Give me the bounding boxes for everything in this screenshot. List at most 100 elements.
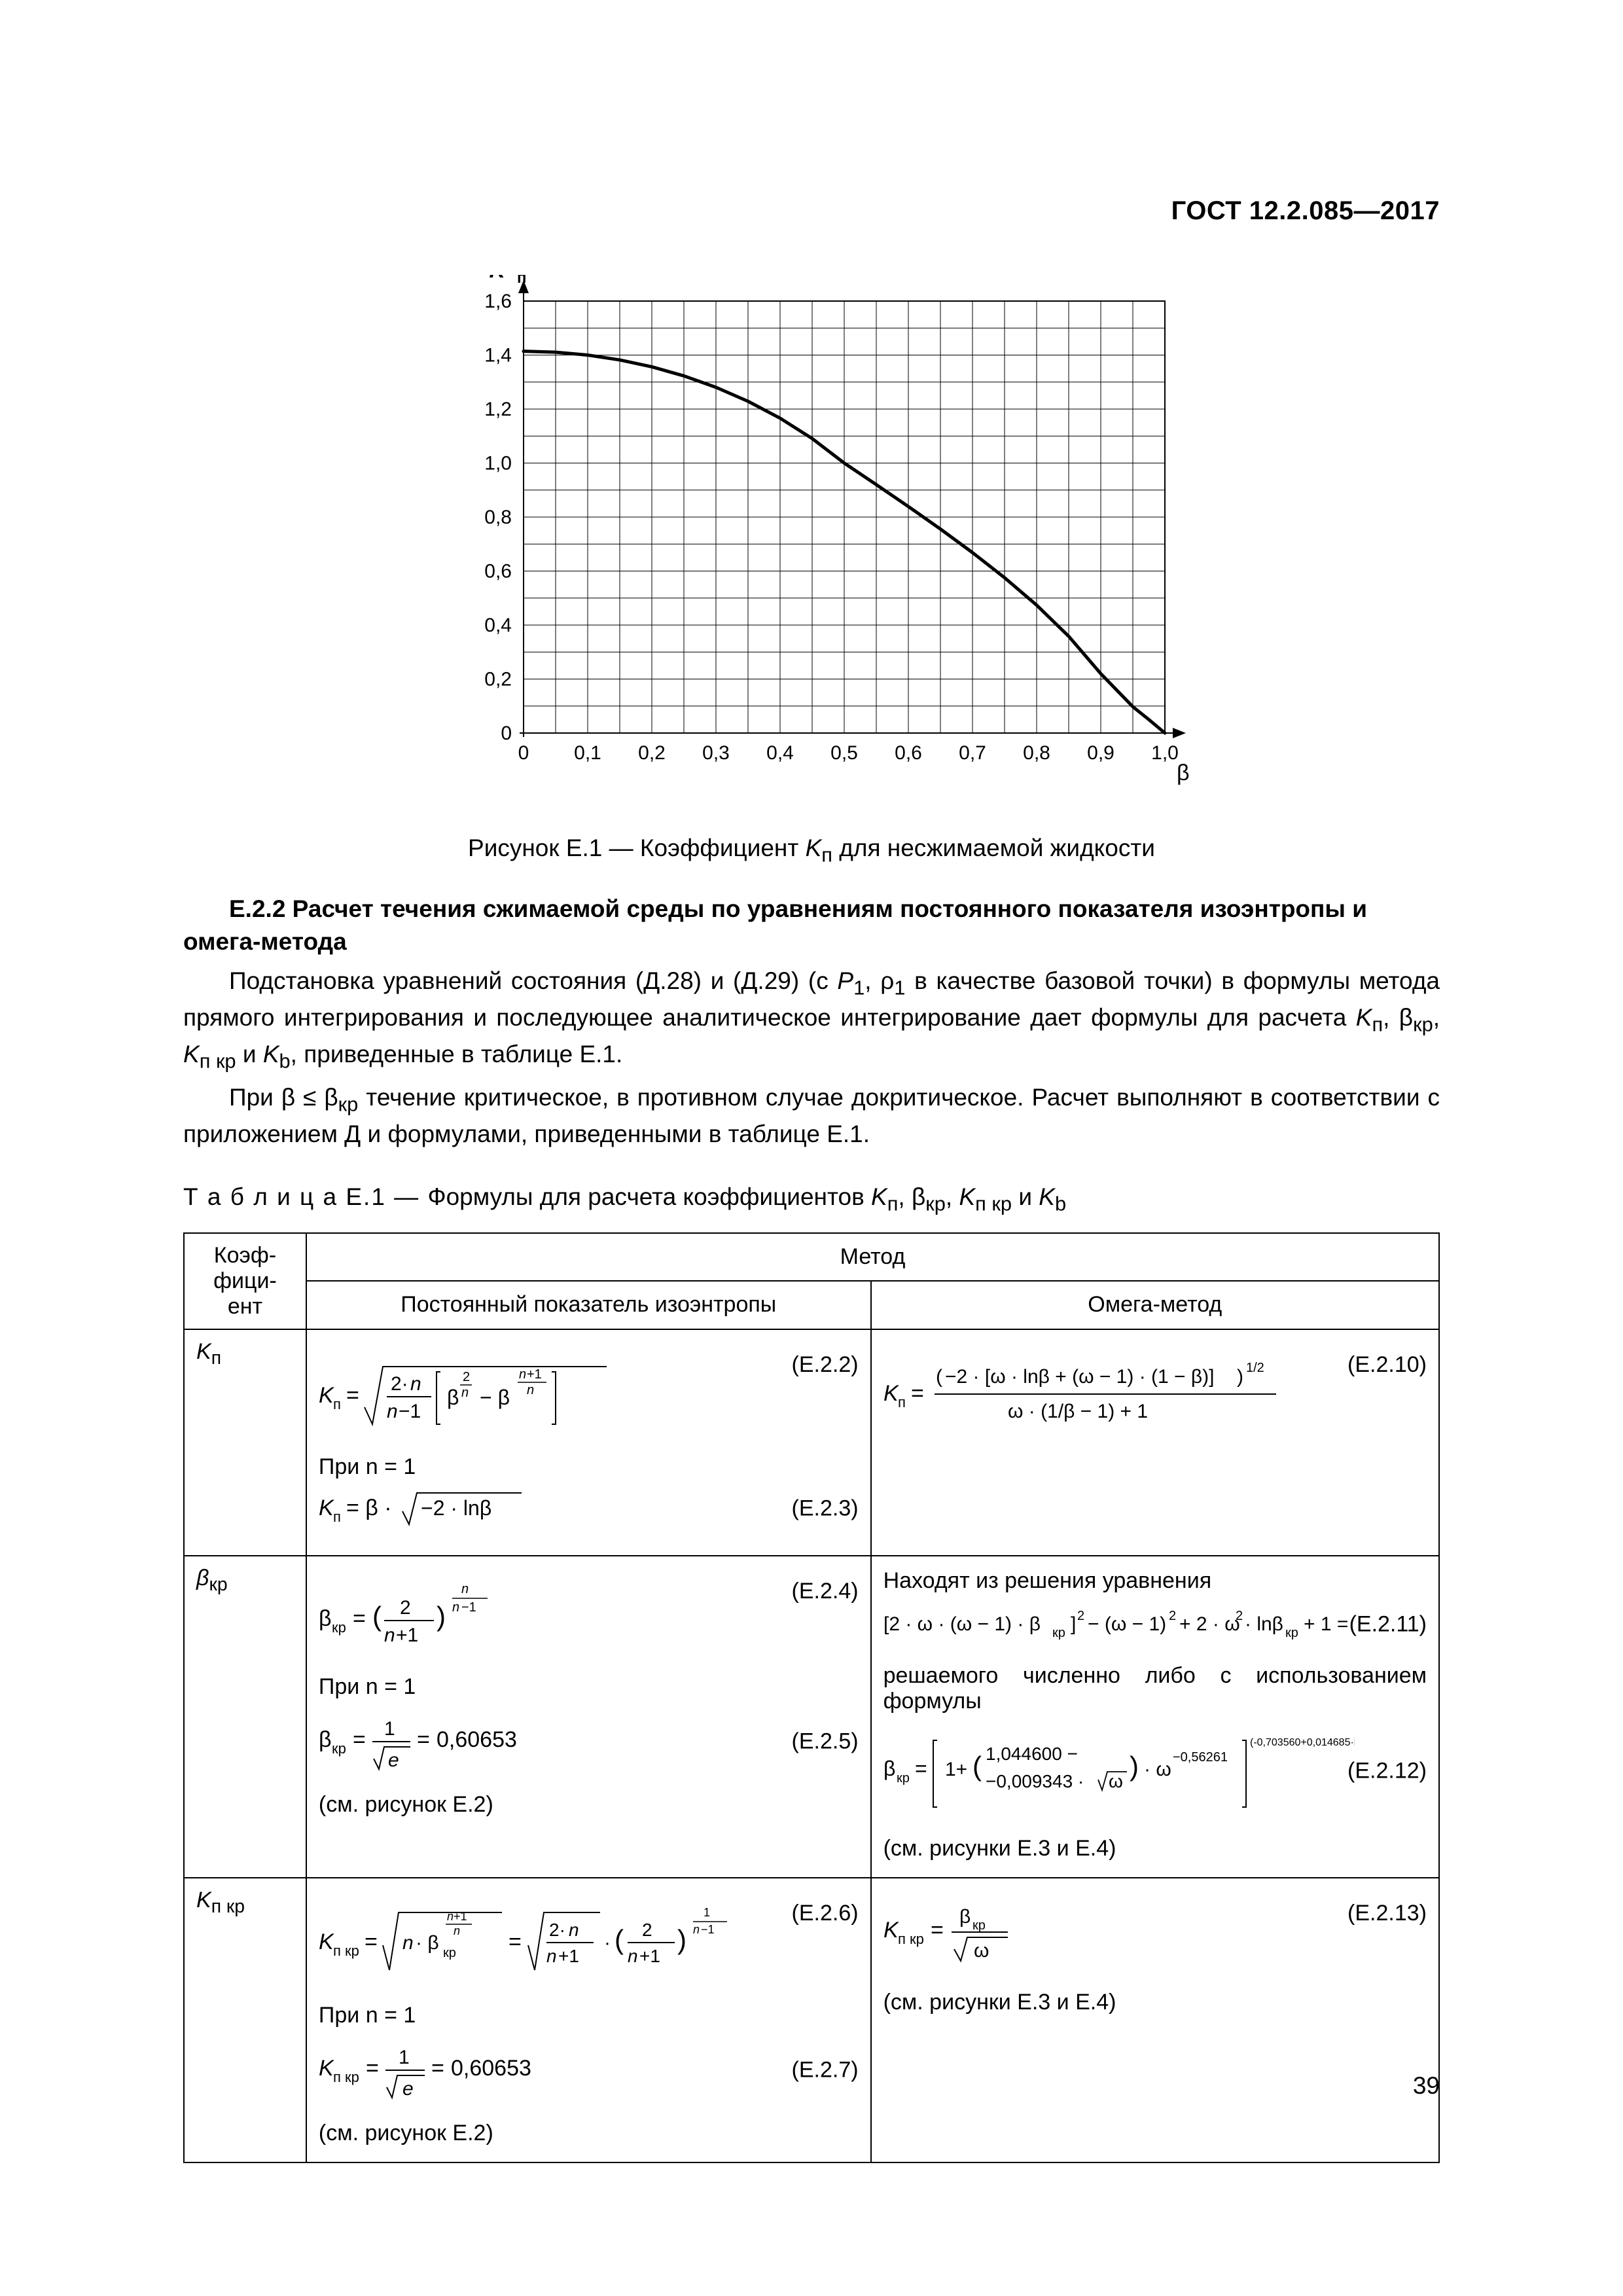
svg-text:−1: −1 [461,1600,476,1615]
svg-text:=: = [353,1727,366,1752]
svg-text:п кр: п кр [898,1931,924,1947]
svg-text:−1: −1 [701,1923,715,1936]
svg-text:n: n [693,1923,700,1936]
svg-text:=: = [915,1757,927,1780]
svg-text:−0,009343 ·: −0,009343 · [986,1771,1084,1791]
svg-text:0,60653: 0,60653 [451,2056,531,2081]
svg-text:кр: кр [1052,1626,1065,1640]
see-e2: (см. рисунок Е.2) [319,1792,859,1818]
svg-text:n: n [454,1924,460,1937]
svg-text:−0,56261: −0,56261 [1173,1750,1228,1765]
svg-text:K: K [319,1929,334,1954]
svg-text:n: n [628,1946,638,1966]
svg-text:1: 1 [384,1718,395,1740]
svg-text:1: 1 [704,1906,710,1919]
svg-text:1,6: 1,6 [484,291,512,312]
svg-text:0,4: 0,4 [766,742,794,764]
table-row: Kп кр K п кр = n · β кр n+1 n [184,1878,1439,2162]
svg-text:− (ω − 1): − (ω − 1) [1088,1613,1166,1635]
formula-e22: K п = 2·n n−1 β 2 [319,1347,859,1439]
formula-e26: K п кр = n · β кр n+1 n = 2·n [319,1895,859,1987]
svg-text:= β ·: = β · [346,1496,392,1520]
svg-text:1,044600 −: 1,044600 − [986,1744,1078,1764]
svg-text:+1: +1 [454,1910,467,1923]
svg-text:2: 2 [463,1370,470,1384]
txt-find: Находят из решения уравнения [883,1568,1427,1594]
svg-text:K: K [883,1918,899,1943]
svg-text:1,0: 1,0 [484,453,512,475]
svg-text:β: β [319,1606,332,1631]
paragraph-1: Подстановка уравнений состояния (Д.28) и… [183,965,1440,1075]
txt-solved: решаемого численно либо с использованием… [883,1663,1427,1714]
svg-text:+ 2 · ω: + 2 · ω [1179,1613,1240,1635]
svg-text:K: K [319,1496,334,1520]
document-header: ГОСТ 12.2.085—2017 [1171,196,1440,226]
formula-e23: K п = β · −2 · lnβ (Е.2.3) [319,1488,859,1530]
svg-text:n: n [519,1367,526,1382]
th-method: Метод [306,1233,1439,1282]
svg-text:0,8: 0,8 [1023,742,1050,764]
svg-text:n: n [461,1582,469,1596]
svg-text:[2 · ω · (ω − 1) · β: [2 · ω · (ω − 1) · β [883,1613,1041,1635]
figure-caption: Рисунок Е.1 — Коэффициент Kп для несжима… [183,834,1440,867]
svg-text:n: n [410,1373,421,1395]
cell-coef-kp: Kп [184,1329,306,1556]
figure-e1: 00,10,20,30,40,50,60,70,80,91,000,20,40,… [183,275,1440,867]
svg-text:K: K [489,275,507,283]
svg-text:0,9: 0,9 [1087,742,1115,764]
svg-text:кр: кр [332,1619,346,1636]
svg-text:β: β [1177,761,1190,785]
eqnum: (Е.2.11) [1349,1611,1427,1637]
svg-text:1: 1 [399,2047,410,2068]
cell-omega-bkr: Находят из решения уравнения [2 · ω · (ω… [871,1556,1439,1878]
svg-text:1/2: 1/2 [1246,1361,1264,1375]
svg-text:кр: кр [443,1946,456,1960]
table-row: Коэф- фици- ент Метод [184,1233,1439,1282]
svg-text:0,60653: 0,60653 [437,1727,517,1752]
svg-text:=: = [911,1381,924,1406]
th-coef: Коэф- фици- ент [184,1233,306,1329]
svg-text:n: n [452,1600,459,1615]
svg-text:0,6: 0,6 [484,561,512,583]
svg-text:=: = [417,1727,430,1752]
svg-text:n: n [461,1386,469,1400]
svg-text:−2 · lnβ: −2 · lnβ [421,1496,491,1520]
table-row: Постоянный показатель изоэнтропы Омега-м… [184,1281,1439,1329]
svg-text:+1: +1 [396,1624,418,1646]
eqnum: (Е.2.5) [792,1729,859,1755]
svg-text:−2 · [ω · lnβ + (ω − 1) · (1 −: −2 · [ω · lnβ + (ω − 1) · (1 − β)] [945,1366,1214,1388]
svg-text:e: e [388,1749,399,1771]
svg-text:): ) [437,1601,446,1632]
svg-text:2: 2 [1169,1609,1176,1623]
svg-text:ω · (1/β − 1) + 1: ω · (1/β − 1) + 1 [1008,1401,1148,1422]
svg-text:2·: 2· [549,1920,565,1940]
cell-omega-kpkr: K п кр = β кр ω (Е.2.13) (см. рисунки Е.… [871,1878,1439,2162]
svg-text:2·: 2· [391,1373,408,1395]
svg-text:e: e [402,2078,414,2100]
svg-text:β: β [319,1727,332,1752]
svg-text:0: 0 [501,723,512,744]
svg-text:=: = [931,1918,944,1943]
svg-text:0,8: 0,8 [484,507,512,528]
svg-text:=: = [431,2056,444,2081]
svg-text:(: ( [372,1601,382,1632]
svg-text:β: β [447,1386,459,1409]
caption-text: Рисунок Е.1 — Коэффициент [468,834,806,861]
svg-text:=: = [353,1606,366,1631]
svg-text:K: K [319,2056,334,2081]
svg-text:− β: − β [480,1386,510,1409]
eqnum: (Е.2.3) [792,1496,859,1522]
paragraph-2: При β ≤ βкр течение критическое, в проти… [183,1081,1440,1151]
eqnum: (Е.2.7) [792,2058,859,2083]
svg-text:п: п [333,1509,341,1525]
svg-text:кр: кр [897,1771,910,1785]
svg-text:n: n [384,1624,395,1646]
svg-text:(: ( [972,1751,982,1782]
svg-text:β: β [959,1906,971,1928]
svg-text:·: · [604,1932,611,1954]
formula-e27: K п кр = 1 e = 0,60653 (Е.2.7) [319,2036,859,2105]
svg-text:−1: −1 [399,1401,421,1422]
cell-omega-kp: K п = ( −2 · [ω · lnβ + (ω − 1) · (1 − β… [871,1329,1439,1556]
svg-text:1+: 1+ [945,1759,967,1780]
svg-text:K: K [319,1383,334,1408]
